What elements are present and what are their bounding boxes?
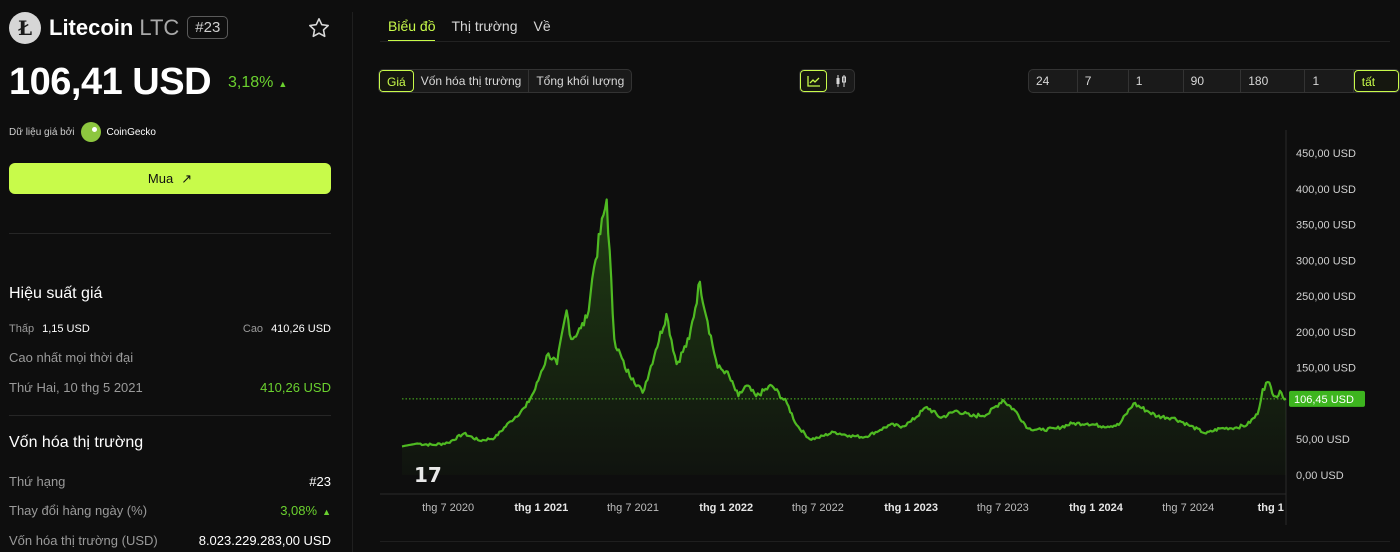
daily-change-value: 3,08% [280,502,318,518]
high-value: 410,26 USD [271,323,331,335]
coingecko-logo-icon [80,122,101,142]
market-cap-row: Vốn hóa thị trường (USD) 8.023.229.283,0… [9,530,331,550]
x-tick-label: thg 1 2023 [884,502,938,514]
y-tick-label: 50,00 USD [1296,434,1350,446]
current-price: 106,41 USD [9,61,212,103]
time-range-selector: 24 giờ 7 ngày 1 tháng 90 ngày 180 ngày 1… [1028,69,1400,93]
ath-date: Thứ Hai, 10 thg 5 2021 [9,379,143,395]
rank-row: Thứ hạng #23 [9,471,331,491]
high-group: Cao 410,26 USD [243,323,331,335]
low-label: Thấp [9,323,35,335]
y-tick-label: 400,00 USD [1296,184,1356,196]
bottom-divider [380,541,1390,542]
source-prefix: Dữ liệu giá bởi [9,126,75,138]
x-tick-label: thg 7 2020 [422,502,474,514]
y-tick-label: 250,00 USD [1296,291,1356,303]
y-tick-label: 150,00 USD [1296,363,1356,375]
main-tabs: Biểu đồ Thị trường Về [388,14,567,42]
chart-type-selector [799,69,855,93]
daily-change-row: Thay đổi hàng ngày (%) 3,08% ▲ [9,500,331,520]
current-price-badge [1289,390,1365,407]
data-source: Dữ liệu giá bởi CoinGecko [9,122,156,142]
market-cap-value: 8.023.229.283,00 USD [198,532,331,548]
price-change-value: 3,18% [228,74,274,91]
coin-symbol: LTC [139,14,180,40]
litecoin-logo-icon: Ł [9,11,41,44]
range-24h-button[interactable]: 24 giờ [1029,70,1078,92]
range-90d-button[interactable]: 90 ngày [1184,70,1242,92]
divider [9,233,331,234]
price-change: 3,18% ▲ [228,74,287,92]
source-name[interactable]: CoinGecko [106,126,156,138]
range-1m-button[interactable]: 1 tháng [1129,70,1184,92]
range-7d-button[interactable]: 7 ngày [1078,70,1129,92]
ath-title: Cao nhất mọi thời đại [9,349,134,365]
rank-label: Thứ hạng [9,473,66,489]
metric-volume-button[interactable]: Tổng khối lượng [536,74,625,88]
daily-change-group: 3,08% ▲ [280,503,331,518]
y-tick-label: 350,00 USD [1296,220,1356,232]
price-chart-svg[interactable]: 450,00 USD 400,00 USD 350,00 USD 300,00 USD… [380,130,1397,530]
rank-badge: #23 [187,16,229,39]
metric-price-button[interactable]: Giá [379,70,414,92]
high-label: Cao [242,323,264,335]
tradingview-watermark: 17 [414,463,442,487]
x-tick-label: thg 1 2024 [1069,502,1124,514]
up-arrow-icon: ▲ [322,506,331,517]
line-chart-button[interactable] [800,70,827,92]
coin-info-panel: Ł Litecoin LTC #23 106,41 USD 3,18% ▲ Dữ … [0,0,340,552]
performance-title: Hiệu suất giá [9,285,103,302]
price-area [402,199,1286,475]
coin-header: Ł Litecoin LTC #23 [9,11,229,44]
external-arrow-icon: ↗ [181,170,193,186]
tab-chart[interactable]: Biểu đồ [388,14,436,42]
y-tick-label: 300,00 USD [1296,255,1356,267]
price-chart[interactable]: 450,00 USD 400,00 USD 350,00 USD 300,00 USD… [380,130,1397,530]
divider [9,415,331,416]
metric-market-cap-button[interactable]: Vốn hóa thị trường [414,70,530,92]
y-tick-label: 450,00 USD [1296,148,1356,160]
candlestick-button[interactable] [827,70,854,92]
x-tick-label: thg 7 2022 [792,502,844,514]
price-line [401,198,1287,448]
panel-divider [352,12,353,552]
x-tick-label: thg 7 2021 [607,502,659,514]
low-group: Thấp 1,15 USD [9,323,90,335]
ath-title-row: Cao nhất mọi thời đại [9,347,331,367]
market-cap-title: Vốn hóa thị trường [9,434,144,451]
low-high-row: Thấp 1,15 USD Cao 410,26 USD [9,319,331,339]
ath-row: Thứ Hai, 10 thg 5 2021 410,26 USD [9,377,331,397]
coin-name: Litecoin [49,14,134,40]
x-tick-label: thg 7 2023 [977,502,1029,514]
tab-about[interactable]: Về [533,18,551,34]
x-tick-label: thg 1 2022 [699,502,753,514]
rank-value: #23 [309,473,331,489]
line-chart-icon [806,76,820,87]
ath-value: 410,26 USD [260,379,331,395]
star-icon[interactable] [307,16,331,40]
range-1y-button[interactable]: 1 năm [1305,70,1354,92]
daily-change-label: Thay đổi hàng ngày (%) [9,502,148,518]
x-tick-label: thg 7 2024 [1162,502,1214,514]
tabs-underline [380,41,1390,42]
low-value: 1,15 USD [42,323,90,335]
y-tick-label: 200,00 USD [1296,327,1356,339]
range-all-button[interactable]: tất cả [1353,70,1399,92]
buy-button-label: Mua [147,171,174,186]
up-arrow-icon: ▲ [278,79,288,89]
current-price-label: 106,45 USD [1294,394,1354,406]
metric-selector: Giá Vốn hóa thị trường Tổng khối lượng [378,69,633,93]
market-cap-label: Vốn hóa thị trường (USD) [9,532,158,548]
buy-button[interactable]: Mua ↗ [9,163,331,194]
tab-markets[interactable]: Thị trường [451,18,518,34]
x-axis-clip [1287,496,1397,526]
candlestick-icon [836,75,846,87]
x-tick-label: thg 1 2021 [514,502,568,514]
y-tick-label: 0,00 USD [1296,470,1344,482]
range-180d-button[interactable]: 180 ngày [1241,70,1306,92]
